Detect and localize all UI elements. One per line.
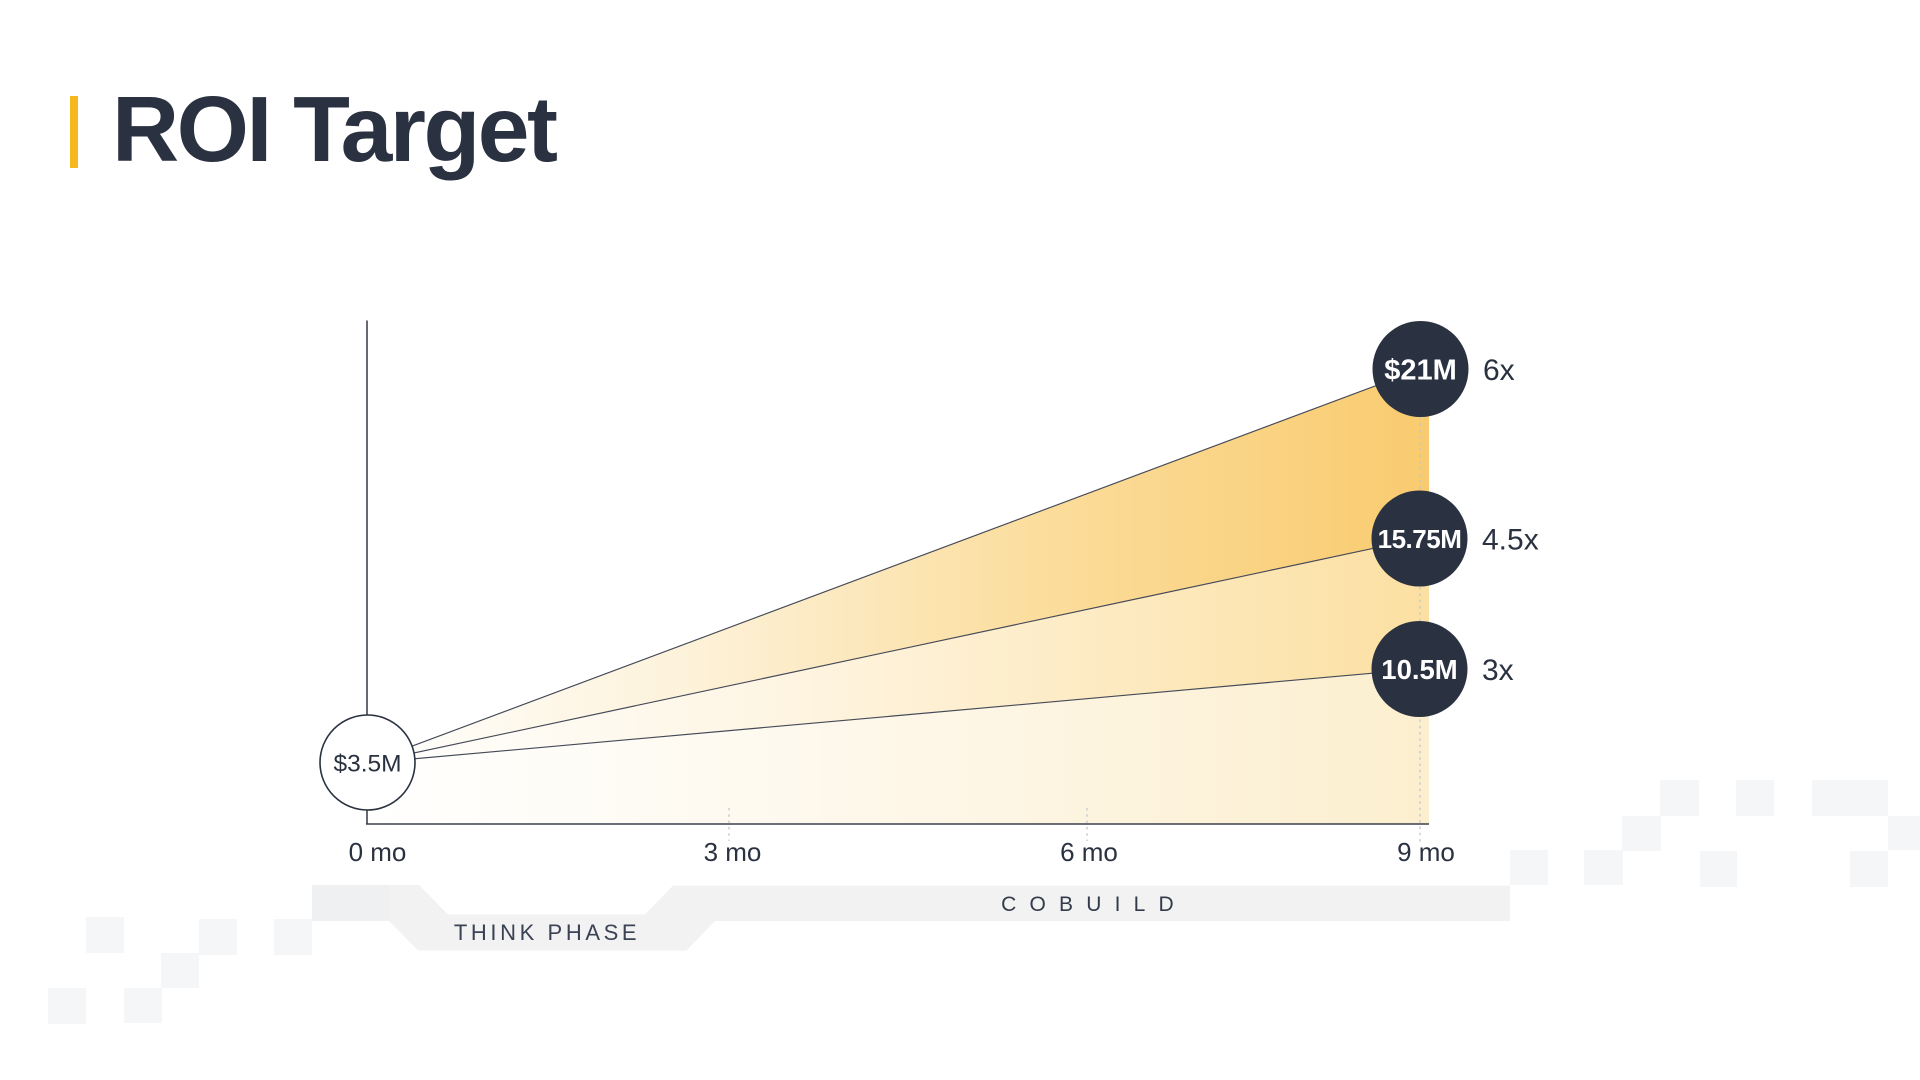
svg-text:3x: 3x [1482, 654, 1514, 687]
svg-text:$21M: $21M [1384, 355, 1457, 387]
svg-text:0 mo: 0 mo [349, 837, 407, 867]
svg-text:THINK PHASE: THINK PHASE [454, 920, 640, 945]
svg-text:15.75M: 15.75M [1378, 524, 1462, 554]
svg-text:9 mo: 9 mo [1397, 837, 1455, 867]
svg-text:6 mo: 6 mo [1060, 837, 1118, 867]
svg-text:$3.5M: $3.5M [333, 751, 401, 778]
svg-text:6x: 6x [1483, 354, 1515, 387]
svg-text:COBUILD: COBUILD [1001, 893, 1187, 916]
svg-text:10.5M: 10.5M [1381, 654, 1457, 685]
svg-text:3 mo: 3 mo [704, 837, 762, 867]
svg-text:4.5x: 4.5x [1482, 524, 1539, 557]
